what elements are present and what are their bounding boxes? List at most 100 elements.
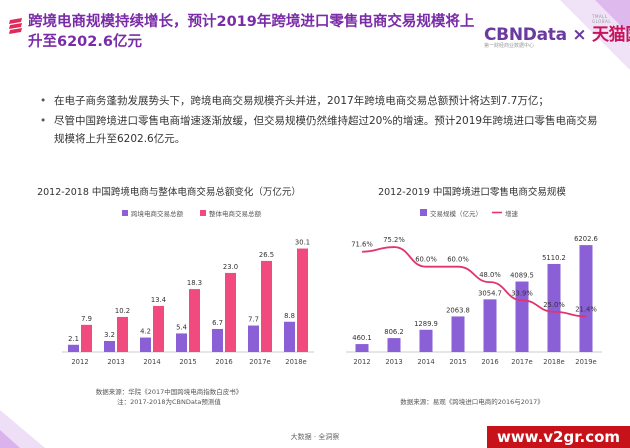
bar-total — [225, 272, 236, 352]
right-chart-title: 2012-2019 中国跨境进口零售电商交易规模 — [378, 187, 566, 198]
bar-transaction-scale — [355, 344, 369, 352]
x-tick-label: 2016 — [215, 358, 232, 366]
bar-cross-border — [140, 337, 151, 352]
x-tick-label: 2012 — [353, 358, 370, 366]
x-tick-label: 2019e — [575, 358, 596, 366]
growth-value-label: 60.0% — [447, 256, 469, 264]
bar-value-label: 13.4 — [151, 296, 166, 304]
left-chart: 跨境电商交易总额 整体电商交易总额 2.1 7.9 2012 3.2 10.2 2013 4.2… — [62, 209, 314, 366]
bar-cross-border — [104, 341, 115, 352]
left-chart-source: 数据来源：华院《2017中国跨境电商指数白皮书》 — [95, 388, 243, 396]
bar-cross-border — [284, 321, 295, 352]
x-tick-label: 2017e — [249, 358, 270, 366]
bar-value-label: 7.7 — [248, 316, 259, 324]
left-chart-title: 2012-2018 中国跨境电商与整体电商交易总额变化（万亿元） — [37, 187, 301, 198]
footer-brand: 大数据 · 全洞察 — [290, 433, 340, 441]
growth-value-label: 25.0% — [543, 301, 565, 309]
logo-partner: 天猫国际 — [591, 25, 630, 45]
bar-value-label: 23.0 — [223, 263, 238, 271]
bar-cross-border — [68, 344, 79, 352]
right-chart: 交易规模（亿元） 增速 460.1 2012 806.2 2013 1289.9 2014 20… — [346, 209, 602, 366]
bar-value-label: 30.1 — [295, 239, 310, 247]
logo-brand: CBNData — [484, 25, 567, 45]
bar-value-label: 460.1 — [352, 334, 371, 342]
bar-value-label: 8.8 — [284, 312, 295, 320]
logo-tagline: 第一财经商业数据中心 — [484, 43, 535, 49]
bar-value-label: 7.9 — [81, 315, 92, 323]
bullet-item: • 尽管中国跨境进口零售电商增速逐渐放缓，但交易规模仍然维持超过20%的增速。预… — [40, 112, 600, 148]
growth-value-label: 33.9% — [511, 289, 533, 297]
bar-value-label: 1289.9 — [414, 320, 438, 328]
bullet-dot-icon: • — [40, 115, 47, 127]
x-tick-label: 2013 — [107, 358, 124, 366]
x-tick-label: 2018e — [543, 358, 564, 366]
bar-value-label: 4089.5 — [510, 272, 534, 280]
x-tick-label: 2017e — [511, 358, 532, 366]
bar-value-label: 18.3 — [187, 279, 202, 287]
legend-label: 整体电商交易总额 — [209, 209, 262, 218]
legend-label: 交易规模（亿元） — [430, 209, 482, 218]
bar-transaction-scale — [387, 338, 401, 352]
site-watermark: www.v2gr.com — [487, 426, 630, 448]
x-tick-label: 2012 — [71, 358, 88, 366]
bar-value-label: 3.2 — [104, 331, 115, 339]
bar-value-label: 6.7 — [212, 319, 223, 327]
x-tick-label: 2013 — [385, 358, 402, 366]
growth-value-label: 71.6% — [351, 241, 373, 249]
growth-value-label: 60.0% — [415, 256, 437, 264]
left-chart-note: 注：2017-2018为CBNData预测值 — [117, 398, 221, 406]
right-chart-source: 数据来源：易观《跨境进口电商的2016与2017》 — [400, 398, 544, 406]
bar-transaction-scale — [483, 299, 497, 352]
bar-cross-border — [248, 325, 259, 352]
bar-value-label: 4.2 — [140, 328, 151, 336]
legend-swatch — [200, 210, 206, 216]
x-tick-label: 2018e — [285, 358, 306, 366]
growth-line — [361, 246, 587, 318]
legend-label: 跨境电商交易总额 — [131, 209, 184, 218]
bar-transaction-scale — [547, 263, 561, 352]
title-bars-icon — [9, 18, 22, 34]
bar-value-label: 3054.7 — [478, 289, 502, 297]
bar-value-label: 5.4 — [176, 323, 187, 331]
summary-bullets: • 在电子商务蓬勃发展势头下，跨境电商交易规模齐头并进，2017年跨境电商交易总… — [40, 92, 600, 150]
bar-value-label: 26.5 — [259, 251, 274, 259]
logo-text: CBNData × 天猫国际 — [484, 20, 630, 45]
bar-transaction-scale — [419, 329, 433, 352]
growth-value-label: 21.4% — [575, 305, 597, 313]
bar-total — [81, 324, 92, 352]
brand-logo: CBNData × 天猫国际 第一财经商业数据中心 TMALL GLOBAL — [484, 14, 630, 60]
x-tick-label: 2015 — [449, 358, 466, 366]
logo-separator: × — [572, 25, 587, 45]
bar-total — [117, 316, 128, 352]
legend-swatch — [122, 210, 128, 216]
legend-swatch — [420, 209, 427, 216]
x-tick-label: 2016 — [481, 358, 498, 366]
bar-total — [153, 305, 164, 352]
x-tick-label: 2015 — [179, 358, 196, 366]
bar-transaction-scale — [579, 245, 593, 352]
bar-value-label: 806.2 — [384, 328, 403, 336]
bullet-dot-icon: • — [40, 95, 47, 107]
bullet-text: 在电子商务蓬勃发展势头下，跨境电商交易规模齐头并进，2017年跨境电商交易总额预… — [54, 95, 549, 107]
bar-total — [297, 248, 308, 352]
bar-transaction-scale — [451, 316, 465, 352]
bar-value-label: 2.1 — [68, 335, 79, 343]
left-chart-panel: 2012-2018 中国跨境电商与整体电商交易总额变化（万亿元） 跨境电商交易总… — [14, 170, 324, 420]
bullet-item: • 在电子商务蓬勃发展势头下，跨境电商交易规模齐头并进，2017年跨境电商交易总… — [40, 92, 600, 110]
bar-total — [261, 260, 272, 352]
bar-value-label: 6202.6 — [574, 235, 598, 243]
bullet-text: 尽管中国跨境进口零售电商增速逐渐放缓，但交易规模仍然维持超过20%的增速。预计2… — [54, 115, 598, 145]
right-chart-panel: 2012-2019 中国跨境进口零售电商交易规模 交易规模（亿元） 增速 460.1… — [322, 170, 622, 420]
bar-cross-border — [212, 328, 223, 352]
legend-label: 增速 — [505, 209, 519, 218]
bar-value-label: 10.2 — [115, 307, 130, 315]
bar-total — [189, 289, 200, 352]
growth-value-label: 48.0% — [479, 271, 501, 279]
x-tick-label: 2014 — [143, 358, 160, 366]
bar-value-label: 2063.8 — [446, 306, 470, 314]
bar-cross-border — [176, 333, 187, 352]
x-tick-label: 2014 — [417, 358, 434, 366]
page-title: 跨境电商规模持续增长，预计2019年跨境进口零售电商交易规模将上升至6202.6… — [28, 14, 475, 50]
growth-value-label: 75.2% — [383, 236, 405, 244]
bar-value-label: 5110.2 — [542, 254, 566, 262]
